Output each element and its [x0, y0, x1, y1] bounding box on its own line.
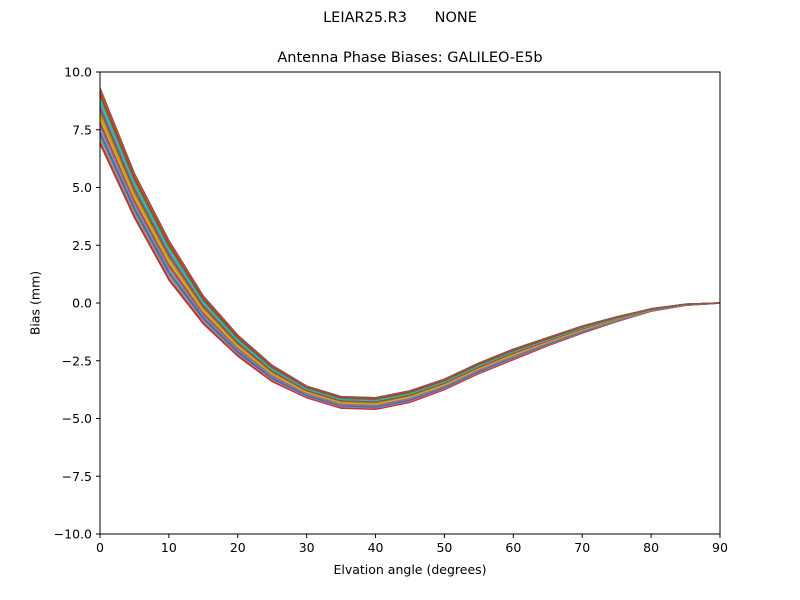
y-tick-label: 0.0	[72, 296, 92, 311]
series-line	[100, 91, 720, 400]
series-line	[100, 126, 720, 407]
series-line	[100, 127, 720, 407]
series-line	[100, 141, 720, 410]
y-tick-label: 5.0	[72, 180, 92, 195]
series-line	[100, 131, 720, 408]
series-line	[100, 101, 720, 402]
series-line	[100, 134, 720, 409]
y-tick-label: −7.5	[62, 469, 92, 484]
series-line	[100, 123, 720, 406]
y-tick-label: −5.0	[62, 411, 92, 426]
series-line	[100, 143, 720, 411]
x-tick-label: 10	[161, 540, 177, 555]
series-line	[100, 137, 720, 409]
x-tick-label: 40	[368, 540, 384, 555]
y-tick-label: −10.0	[54, 527, 92, 542]
series-line	[100, 93, 720, 400]
x-tick-label: 30	[299, 540, 315, 555]
x-tick-label: 50	[436, 540, 452, 555]
series-line	[100, 109, 720, 404]
series-line	[100, 131, 720, 408]
series-line	[100, 118, 720, 405]
series-line	[100, 109, 720, 403]
chart-title: Antenna Phase Biases: GALILEO-E5b	[277, 50, 543, 66]
series-line	[100, 125, 720, 407]
series-line	[100, 126, 720, 407]
series-line	[100, 101, 720, 402]
series-line	[100, 108, 720, 403]
x-tick-label: 0	[96, 540, 104, 555]
y-tick-label: 10.0	[64, 65, 92, 80]
y-tick-label: 7.5	[72, 122, 92, 137]
series-line	[100, 87, 720, 399]
x-axis-ticks: 0 10 20 30 40 50 60 70 80 90	[96, 534, 728, 555]
series-line	[100, 101, 720, 402]
x-tick-label: 70	[574, 540, 590, 555]
x-axis-label: Elvation angle (degrees)	[333, 562, 487, 577]
series-line	[100, 136, 720, 409]
series-line	[100, 102, 720, 402]
series-line	[100, 142, 720, 410]
series-line	[100, 118, 720, 405]
x-tick-label: 80	[643, 540, 659, 555]
series-line	[100, 92, 720, 400]
series-line	[100, 114, 720, 404]
x-tick-label: 90	[712, 540, 728, 555]
y-tick-label: −2.5	[62, 353, 92, 368]
series-line	[100, 109, 720, 404]
series-line	[100, 134, 720, 409]
series-line	[100, 119, 720, 406]
series-line	[100, 96, 720, 401]
figure-suptitle: LEIAR25.R3 NONE	[323, 10, 477, 26]
series-line	[100, 96, 720, 401]
series-lines	[100, 87, 720, 411]
y-axis-ticks: 10.0 7.5 5.0 2.5 0.0 −2.5 −5.0 −7.5 −10.0	[54, 65, 100, 542]
series-line	[100, 105, 720, 403]
series-line	[100, 114, 720, 404]
series-line	[100, 119, 720, 405]
x-tick-label: 20	[230, 540, 246, 555]
y-tick-label: 2.5	[72, 238, 92, 253]
series-line	[100, 87, 720, 399]
x-tick-label: 60	[505, 540, 521, 555]
